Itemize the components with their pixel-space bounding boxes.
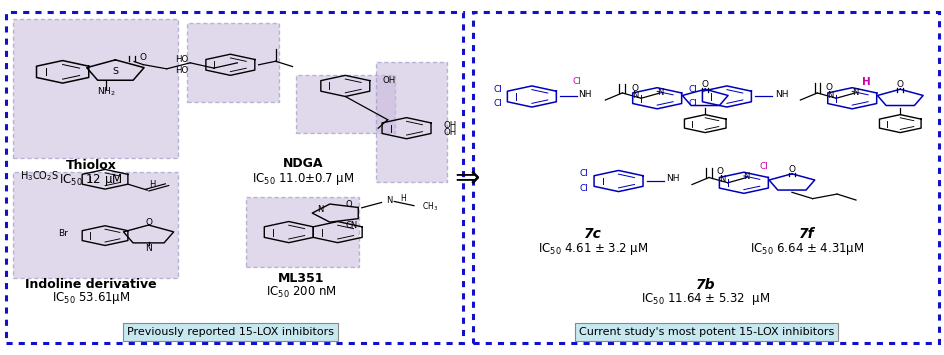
- Text: N: N: [656, 88, 663, 97]
- Text: NH: NH: [774, 90, 787, 99]
- Text: 7b: 7b: [696, 278, 716, 292]
- Text: N: N: [743, 172, 750, 181]
- Text: O: O: [716, 167, 723, 176]
- Text: 7c: 7c: [583, 227, 601, 241]
- Text: Current study's most potent 15-LOX inhibitors: Current study's most potent 15-LOX inhib…: [578, 327, 833, 337]
- Bar: [12, 19, 177, 158]
- Text: N: N: [851, 88, 857, 97]
- Text: Previously reported 15-LOX inhibitors: Previously reported 15-LOX inhibitors: [126, 327, 333, 337]
- Bar: [12, 172, 177, 278]
- Text: 7f: 7f: [799, 227, 814, 241]
- Text: HO: HO: [175, 55, 188, 64]
- Text: Cl: Cl: [493, 99, 501, 108]
- Bar: [472, 12, 938, 343]
- Bar: [376, 62, 447, 182]
- Text: HO: HO: [175, 66, 188, 75]
- Text: $\Rightarrow$: $\Rightarrow$: [449, 163, 480, 192]
- Text: H: H: [149, 180, 156, 189]
- Text: IC$_{50}$ 6.64 ± 4.31μM: IC$_{50}$ 6.64 ± 4.31μM: [749, 241, 864, 257]
- Text: Indoline derivative: Indoline derivative: [25, 278, 157, 291]
- Text: Cl: Cl: [758, 162, 767, 171]
- Text: O: O: [145, 218, 152, 227]
- Text: N: N: [718, 175, 725, 185]
- Text: Br: Br: [59, 229, 68, 238]
- Text: CH$_3$: CH$_3$: [421, 201, 437, 213]
- Text: Cl: Cl: [687, 84, 697, 94]
- Text: IC$_{50}$ 53.61μM: IC$_{50}$ 53.61μM: [52, 290, 130, 306]
- Text: OH: OH: [443, 120, 456, 130]
- Bar: [6, 12, 463, 343]
- Text: OH: OH: [443, 128, 456, 137]
- Text: O: O: [787, 165, 795, 174]
- Text: IC$_{50}$ 11.64 ± 5.32  μM: IC$_{50}$ 11.64 ± 5.32 μM: [641, 291, 770, 307]
- Text: H: H: [400, 194, 406, 203]
- Text: ML351: ML351: [278, 272, 324, 285]
- Text: N: N: [827, 91, 833, 100]
- Text: IC$_{50}$ 12 μM: IC$_{50}$ 12 μM: [59, 172, 123, 188]
- Text: O: O: [896, 80, 902, 89]
- Text: N: N: [632, 91, 638, 100]
- Text: H$_3$CO$_2$S: H$_3$CO$_2$S: [20, 169, 59, 182]
- Text: IC$_{50}$ 11.0±0.7 μM: IC$_{50}$ 11.0±0.7 μM: [251, 170, 354, 187]
- Text: N: N: [385, 196, 392, 206]
- Text: S: S: [112, 67, 118, 76]
- Text: CN: CN: [346, 221, 358, 230]
- Text: N: N: [317, 206, 324, 214]
- Text: O: O: [631, 84, 637, 93]
- Bar: [246, 197, 359, 267]
- Text: N: N: [145, 244, 152, 253]
- Bar: [296, 75, 395, 133]
- Text: NH: NH: [578, 90, 591, 99]
- Text: O: O: [701, 80, 708, 89]
- Text: OH: OH: [381, 76, 395, 85]
- Text: Cl: Cl: [687, 99, 697, 108]
- Text: Cl: Cl: [572, 77, 581, 86]
- Text: IC$_{50}$ 200 nM: IC$_{50}$ 200 nM: [265, 285, 336, 300]
- Text: O: O: [140, 53, 146, 62]
- Bar: [187, 22, 279, 102]
- Text: NH$_2$: NH$_2$: [97, 86, 115, 98]
- Text: NH: NH: [666, 174, 680, 184]
- Text: NDGA: NDGA: [282, 157, 323, 170]
- Text: IC$_{50}$ 4.61 ± 3.2 μM: IC$_{50}$ 4.61 ± 3.2 μM: [537, 241, 648, 257]
- Text: O: O: [824, 83, 832, 92]
- Text: H: H: [861, 77, 869, 87]
- Text: O: O: [346, 200, 352, 209]
- Text: Thiolox: Thiolox: [65, 159, 116, 172]
- Text: Cl: Cl: [493, 84, 501, 94]
- Text: Cl: Cl: [580, 184, 588, 193]
- Text: Cl: Cl: [580, 169, 588, 178]
